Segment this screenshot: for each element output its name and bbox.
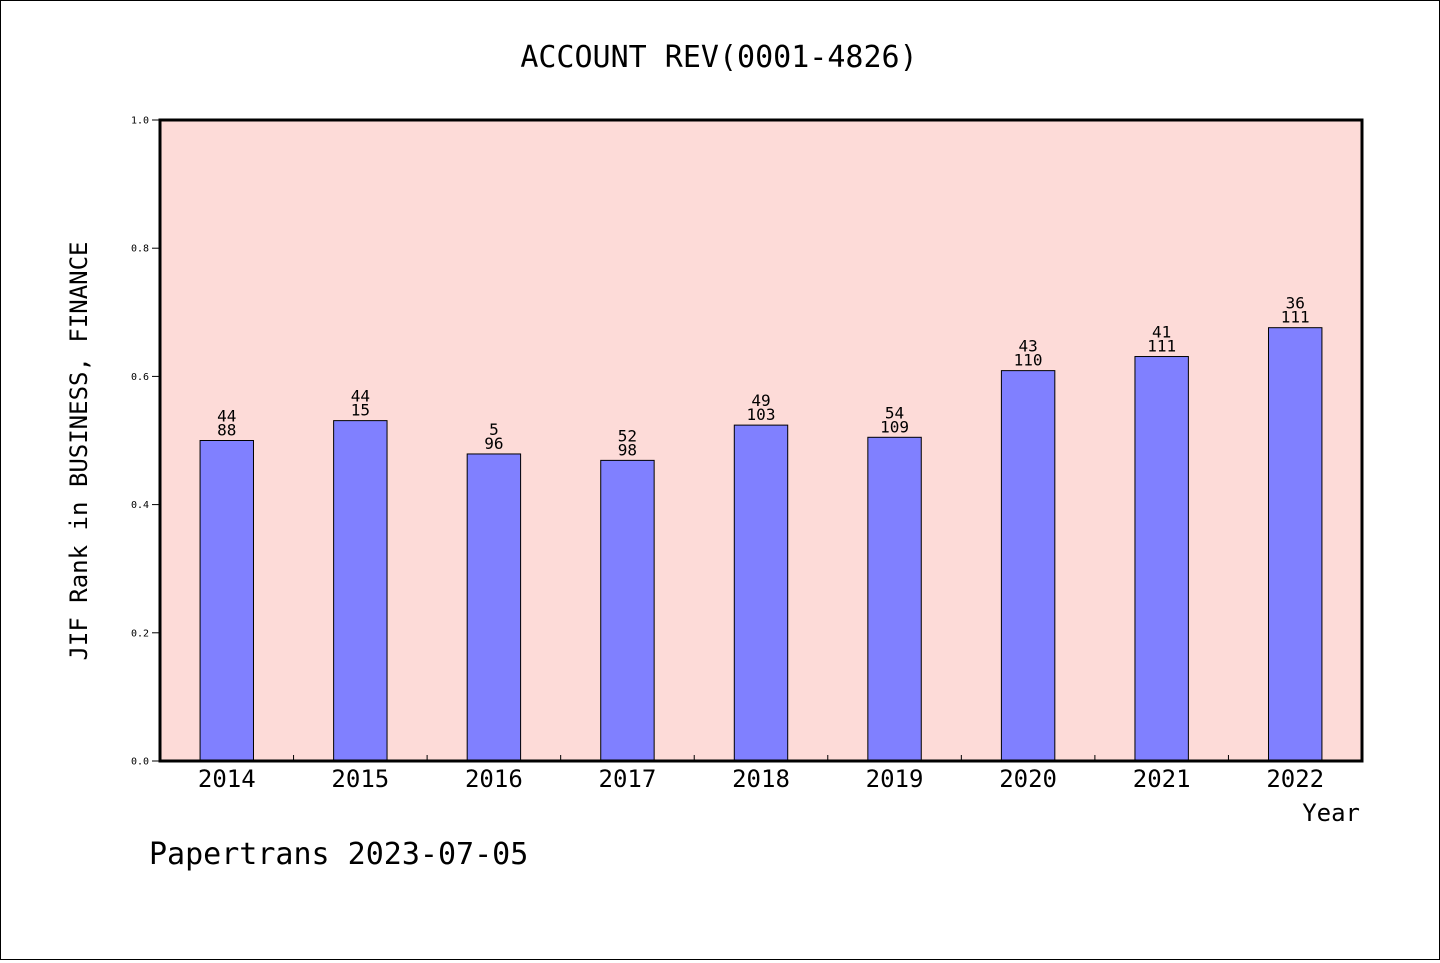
x-tick-label-2022: 2022 bbox=[1266, 765, 1324, 793]
x-tick-label-2016: 2016 bbox=[465, 765, 523, 793]
bar-rank-label-2019: 54 bbox=[885, 403, 904, 422]
bar-total-label-2022: 111 bbox=[1281, 308, 1310, 327]
bars-group bbox=[199, 327, 1323, 762]
chart-title: ACCOUNT REV(0001-4826) bbox=[520, 40, 917, 75]
bar-2014 bbox=[199, 440, 254, 762]
bar-total-label-2017: 98 bbox=[618, 440, 637, 459]
bar-rank-label-2020: 43 bbox=[1018, 337, 1037, 356]
x-tick-label-2018: 2018 bbox=[732, 765, 790, 793]
bar-total-label-2021: 111 bbox=[1147, 337, 1176, 356]
bar-total-label-2015: 15 bbox=[351, 401, 370, 420]
bar-total-label-2019: 109 bbox=[880, 417, 909, 436]
bar-rank-label-2021: 41 bbox=[1152, 323, 1171, 342]
y-axis-label: JIF Rank in BUSINESS, FINANCE bbox=[65, 241, 93, 660]
x-axis: 2014 2015 2016 2017 2018 2019 2020 2021 2022 bbox=[198, 755, 1324, 793]
plot-border bbox=[158, 118, 1364, 763]
x-tick-label-2019: 2019 bbox=[866, 765, 924, 793]
bar-total-label-2018: 103 bbox=[747, 405, 776, 424]
bar-rank-label-2017: 52 bbox=[618, 426, 637, 445]
bar-2017 bbox=[600, 459, 655, 762]
bar-rank-label-2018: 49 bbox=[751, 391, 770, 410]
bar-rank-label-2015: 44 bbox=[351, 387, 370, 406]
x-tick-label-2021: 2021 bbox=[1133, 765, 1191, 793]
y-tick-label-0.8: 0.8 bbox=[131, 244, 149, 255]
y-axis: 0.0 0.2 0.4 0.6 0.8 1.0 bbox=[131, 116, 160, 768]
bar-2022 bbox=[1268, 327, 1323, 762]
bar-2015 bbox=[333, 420, 388, 762]
x-tick-label-2015: 2015 bbox=[331, 765, 389, 793]
bar-2018 bbox=[733, 424, 789, 762]
x-tick-label-2017: 2017 bbox=[599, 765, 657, 793]
y-tick-label-0.0: 0.0 bbox=[131, 757, 149, 768]
bar-rank-label-2014: 44 bbox=[217, 407, 236, 426]
y-tick-label-0.6: 0.6 bbox=[131, 372, 149, 383]
watermark-text: Papertrans 2023-07-05 bbox=[149, 837, 528, 872]
bar-rank-label-2022: 36 bbox=[1286, 294, 1305, 313]
bar-2016 bbox=[466, 453, 522, 762]
x-axis-label: Year bbox=[1302, 799, 1360, 827]
bar-rank-label-2016: 5 bbox=[489, 420, 499, 439]
y-tick-label-0.2: 0.2 bbox=[131, 628, 149, 639]
y-tick-label-0.4: 0.4 bbox=[131, 500, 149, 511]
bar-2019 bbox=[867, 436, 922, 762]
bar-total-label-2016: 96 bbox=[484, 434, 503, 453]
bar-2021 bbox=[1134, 356, 1189, 762]
bar-total-label-2014: 88 bbox=[217, 421, 236, 440]
y-tick-label-1.0: 1.0 bbox=[131, 116, 149, 127]
x-tick-label-2014: 2014 bbox=[198, 765, 256, 793]
x-tick-label-2020: 2020 bbox=[999, 765, 1057, 793]
bar-total-label-2020: 110 bbox=[1014, 351, 1043, 370]
bar-2020 bbox=[1000, 370, 1056, 762]
